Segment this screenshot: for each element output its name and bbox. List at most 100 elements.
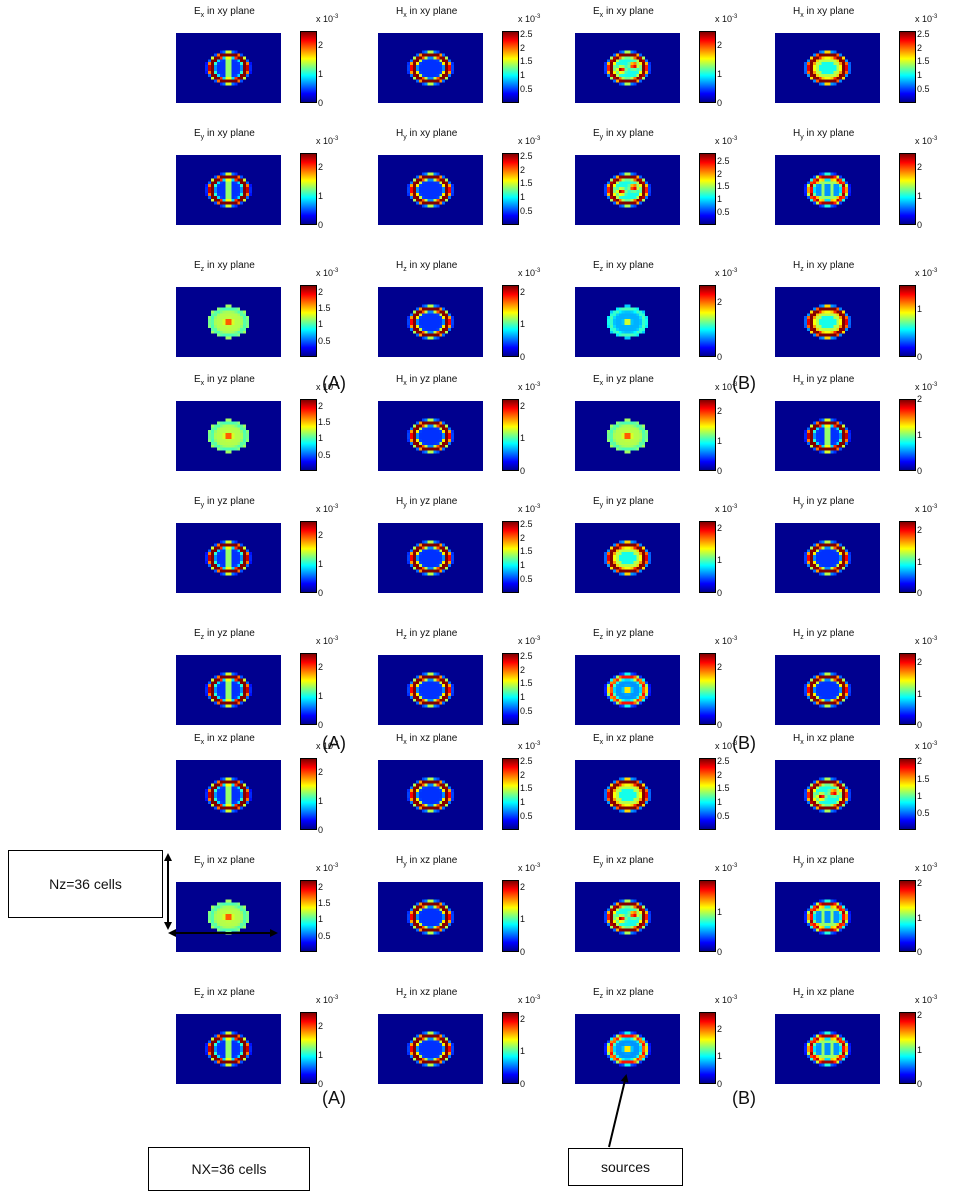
panel-title-plane: in yz plane <box>204 628 255 639</box>
panel-title-field: H <box>396 374 404 385</box>
heatmap-p2-r1-c1 <box>378 882 483 952</box>
colorbar-tick: 2 <box>717 297 723 307</box>
panel-title-subscript: y <box>800 502 804 509</box>
heatmap-p2-r1-c0 <box>176 882 281 952</box>
panel-title-p2-r0-c3: Hx in xz plane <box>793 733 854 746</box>
colorbar-tick: 1 <box>318 691 324 701</box>
colorbar-tick: 0.5 <box>717 207 730 217</box>
colorbar-tick: 1 <box>717 436 723 446</box>
colorbar-tick: 1 <box>520 70 526 80</box>
colorbar-tick: 0.5 <box>917 84 930 94</box>
nz-label: Nz=36 cells <box>49 876 122 892</box>
colorbar-tick: 0.5 <box>520 811 533 821</box>
panel-title-subscript: y <box>800 861 804 868</box>
colorbar-tick: 0.5 <box>717 811 730 821</box>
panel-title-subscript: y <box>200 502 205 509</box>
colorbar-multiplier-p0-r1-c3: x 10-3 <box>915 136 938 146</box>
colorbar-tick: 1 <box>318 319 324 329</box>
colorbar-multiplier-p1-r0-c3: x 10-3 <box>915 382 938 392</box>
colorbar-tick: 2 <box>318 1021 324 1031</box>
colorbar-tick: 0 <box>318 720 324 730</box>
colorbar-multiplier-p2-r1-c1: x 10-3 <box>518 863 541 873</box>
colorbar-tick: 0 <box>917 947 923 957</box>
panel-title-field: E <box>194 496 201 507</box>
panel-title-subscript: y <box>403 861 407 868</box>
colorbar-tick: 1.5 <box>520 178 533 188</box>
colorbar-multiplier-p1-r0-c0: x 10-3 <box>316 382 339 392</box>
colorbar-tick: 1 <box>520 692 526 702</box>
colorbar-tick: 1 <box>318 914 324 924</box>
colorbar-p1-r0-c2 <box>699 399 716 471</box>
colorbar-tick: 1 <box>917 191 923 201</box>
colorbar-tick: 1 <box>520 319 526 329</box>
heatmap-p1-r1-c3 <box>775 523 880 593</box>
panel-title-field: E <box>593 628 600 639</box>
colorbar-tick: 0 <box>717 947 723 957</box>
panel-title-plane: in yz plane <box>803 374 855 385</box>
colorbar-tick: 1 <box>917 791 923 801</box>
panel-title-p1-r2-c1: Hz in yz plane <box>396 628 457 641</box>
colorbar-tick: 2 <box>318 767 324 777</box>
panel-title-field: H <box>396 987 404 998</box>
colorbar-p1-r0-c3 <box>899 399 916 471</box>
heatmap-p2-r0-c2 <box>575 760 680 830</box>
colorbar-multiplier-p1-r1-c1: x 10-3 <box>518 504 541 514</box>
panel-title-field: E <box>593 987 600 998</box>
panel-title-p2-r1-c1: Hy in xz plane <box>396 855 457 868</box>
panel-title-subscript: y <box>200 861 205 868</box>
colorbar-p0-r0-c2 <box>699 31 716 103</box>
colorbar-multiplier-p1-r0-c1: x 10-3 <box>518 382 541 392</box>
panel-title-subscript: y <box>599 134 604 141</box>
colorbar-tick: 0.5 <box>520 706 533 716</box>
panel-title-p1-r0-c3: Hx in yz plane <box>793 374 854 387</box>
colorbar-tick: 0 <box>917 466 923 476</box>
colorbar-tick: 2.5 <box>917 29 930 39</box>
panel-title-subscript: z <box>800 634 804 641</box>
panel-title-plane: in xy plane <box>603 128 654 139</box>
panel-title-p0-r1-c3: Hy in xy plane <box>793 128 854 141</box>
colorbar-tick: 1 <box>917 70 923 80</box>
panel-title-field: E <box>593 733 600 744</box>
panel-title-subscript: x <box>200 739 205 746</box>
panel-title-p0-r0-c3: Hx in xy plane <box>793 6 854 19</box>
heatmap-p1-r2-c3 <box>775 655 880 725</box>
colorbar-tick: 2 <box>318 401 324 411</box>
panel-title-p2-r2-c1: Hz in xz plane <box>396 987 457 1000</box>
panel-title-plane: in xz plane <box>603 987 654 998</box>
colorbar-multiplier-p2-r0-c3: x 10-3 <box>915 741 938 751</box>
colorbar-p0-r0-c3 <box>899 31 916 103</box>
panel-title-p0-r2-c3: Hz in xy plane <box>793 260 854 273</box>
heatmap-p0-r2-c1 <box>378 287 483 357</box>
panel-title-subscript: x <box>200 380 205 387</box>
sources-label-box: sources <box>568 1148 683 1186</box>
colorbar-tick: 1 <box>917 913 923 923</box>
colorbar-multiplier-p0-r1-c2: x 10-3 <box>715 136 738 146</box>
colorbar-tick: 2 <box>520 1014 526 1024</box>
colorbar-p1-r1-c2 <box>699 521 716 593</box>
heatmap-p1-r0-c3 <box>775 401 880 471</box>
panel-title-plane: in yz plane <box>204 496 255 507</box>
panel-title-plane: in yz plane <box>603 628 654 639</box>
panel-title-subscript: y <box>403 134 407 141</box>
nx-label: NX=36 cells <box>191 1161 267 1177</box>
panel-title-subscript: z <box>599 266 604 273</box>
panel-title-subscript: y <box>403 502 407 509</box>
panel-title-plane: in xy plane <box>803 128 855 139</box>
panel-title-field: H <box>793 733 801 744</box>
colorbar-tick: 2 <box>917 525 923 535</box>
panel-title-p0-r0-c0: Ex in xy plane <box>194 6 255 19</box>
panel-title-plane: in xz plane <box>406 733 458 744</box>
group-label-2-1: (B) <box>732 1088 756 1108</box>
heatmap-p2-r1-c3 <box>775 882 880 952</box>
panel-title-plane: in xy plane <box>406 128 458 139</box>
colorbar-p2-r2-c0 <box>300 1012 317 1084</box>
colorbar-tick: 1 <box>717 194 723 204</box>
panel-title-p1-r0-c1: Hx in yz plane <box>396 374 457 387</box>
colorbar-p0-r1-c3 <box>899 153 916 225</box>
panel-title-plane: in yz plane <box>406 496 458 507</box>
colorbar-tick: 0 <box>917 220 923 230</box>
panel-title-plane: in xy plane <box>406 6 458 17</box>
colorbar-tick: 2 <box>318 882 324 892</box>
colorbar-tick: 2 <box>717 770 723 780</box>
colorbar-tick: 0 <box>917 1079 923 1089</box>
